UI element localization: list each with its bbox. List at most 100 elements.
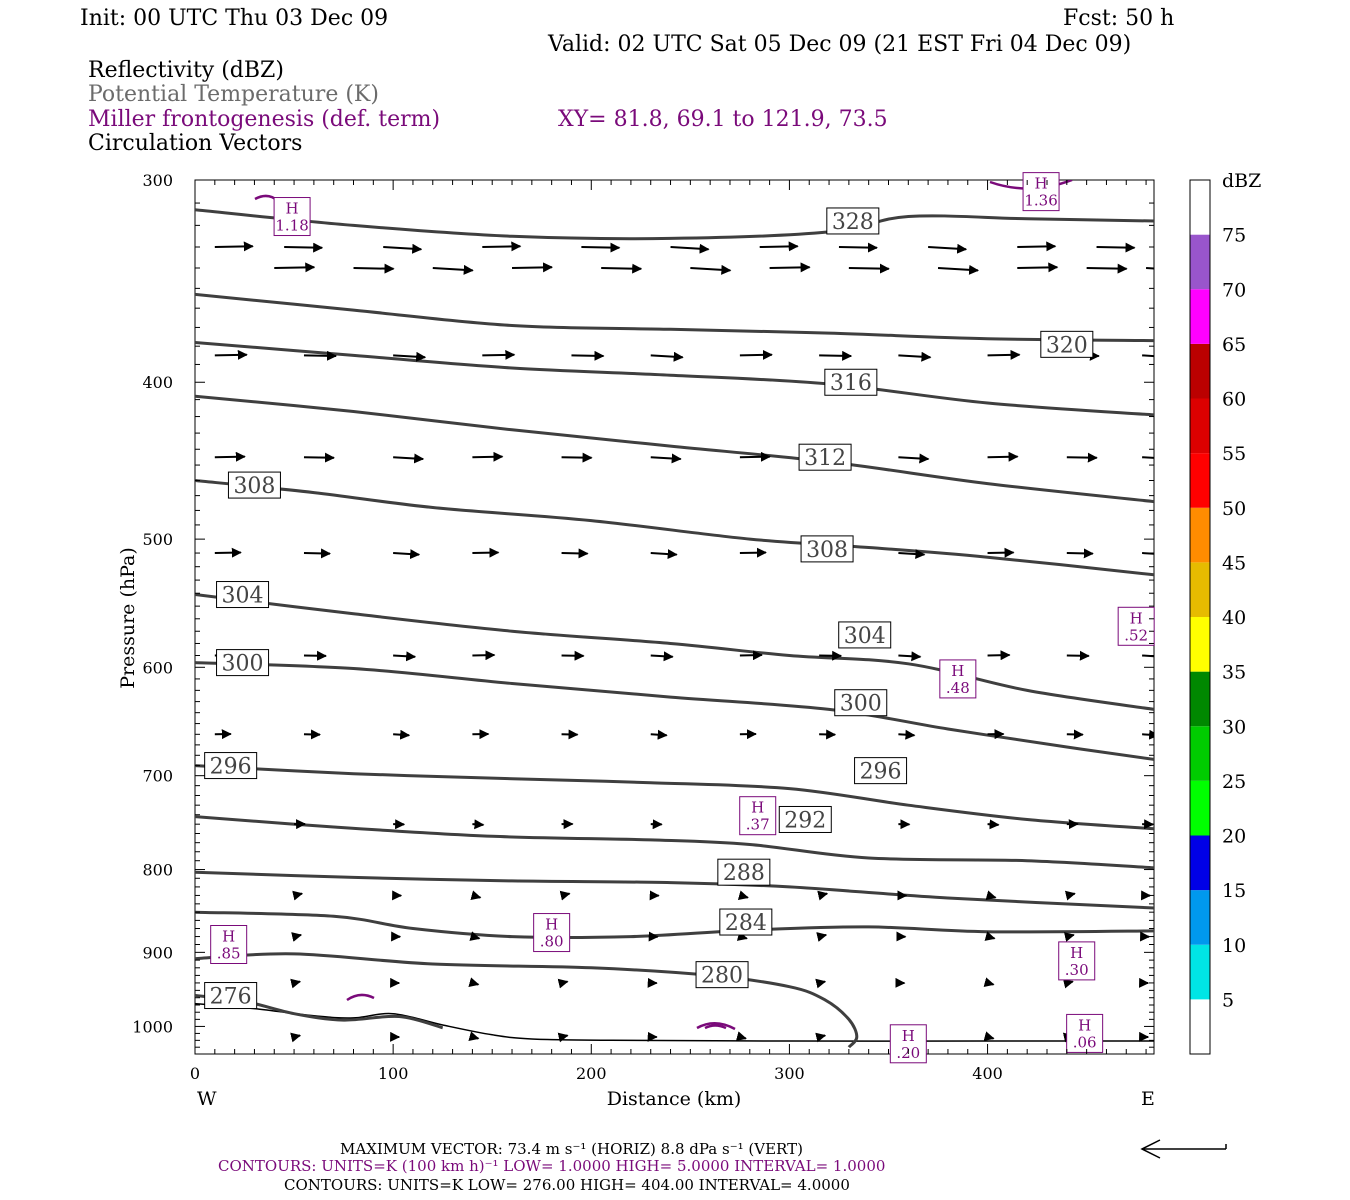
isentrope-label-box [778, 805, 832, 833]
circulation-vector [650, 651, 674, 662]
isentrope-label: 300 [840, 692, 882, 717]
colorbar-segment [1190, 234, 1210, 290]
valid-time-label: Valid: 02 UTC Sat 05 Dec 09 (21 EST Fri … [547, 32, 1131, 57]
circulation-vector [848, 263, 890, 274]
circulation-vector [983, 1031, 995, 1041]
y-tick-label: 300 [142, 171, 173, 190]
frontogenesis-max-box [939, 659, 977, 699]
isentrope-316 [195, 341, 1154, 417]
colorbar-label: 15 [1222, 880, 1246, 902]
circulation-vector [274, 262, 316, 273]
circulation-vector [468, 977, 480, 988]
circulation-vector [1086, 263, 1128, 274]
y-tick-label: 1000 [132, 1017, 173, 1036]
x-tick-label: 0 [190, 1064, 200, 1083]
isentrope-300 [195, 661, 1154, 761]
isentrope-label-box [719, 908, 773, 936]
x-tick-label: 200 [576, 1064, 607, 1083]
frontogenesis-max-value: .30 [1065, 961, 1089, 979]
x-tick-label: 100 [378, 1064, 409, 1083]
frontogenesis-contour [696, 1022, 736, 1031]
circulation-vector [1066, 452, 1098, 463]
x-axis: 0 100 200 300 400 [190, 180, 1147, 1083]
colorbar-segment [1190, 562, 1210, 617]
frontogenesis-max-value: 1.36 [1024, 192, 1057, 210]
frontogenesis-max-box [1022, 172, 1060, 212]
frontogenesis-max-box [533, 913, 571, 953]
colorbar-label: 40 [1222, 607, 1246, 629]
colorbar-segment [1190, 671, 1210, 727]
isentrope-320 [195, 292, 1154, 343]
circulation-vector [393, 729, 411, 740]
circulation-vector [838, 242, 878, 253]
colorbar-label: 55 [1222, 443, 1246, 465]
circulation-vector [735, 1031, 747, 1041]
circulation-vector [984, 931, 996, 941]
isentrope-label-box [838, 621, 892, 649]
isentrope-312 [195, 394, 1154, 504]
colorbar-segment [1190, 289, 1210, 344]
isentrope-label: 284 [725, 911, 767, 936]
circulation-vector [985, 890, 997, 901]
circulation-vector [214, 451, 246, 462]
colorbar-label: 65 [1222, 334, 1246, 356]
isentrope-284 [195, 910, 1154, 939]
colorbar-segment [1190, 507, 1210, 563]
circulation-vector [1066, 548, 1094, 559]
circulation-vector [571, 350, 605, 361]
isentrope-label-box [824, 368, 878, 396]
circulation-vector [214, 241, 254, 252]
y-tick-label: 400 [142, 373, 173, 392]
colorbar-label: 70 [1222, 279, 1246, 301]
circulation-vector [561, 452, 593, 463]
circulation-vector [512, 262, 554, 273]
fronto-contour-info: CONTOURS: UNITS=K (100 km h)⁻¹ LOW= 1.00… [218, 1157, 885, 1175]
circulation-vector [816, 932, 828, 942]
circulation-vector [670, 243, 710, 254]
colorbar-segment [1190, 780, 1210, 836]
y-axis-title: Pressure (hPa) [117, 547, 139, 689]
isentrope-label-box [1040, 330, 1094, 358]
circulation-vector [432, 264, 474, 275]
isentrope-label: 304 [844, 624, 886, 649]
isentrope-label-box [800, 535, 854, 563]
isentrope-label: 296 [210, 755, 252, 780]
circulation-vector [303, 350, 337, 361]
circulation-vector [898, 729, 916, 740]
colorbar-segment [1190, 999, 1210, 1054]
circulation-vector [769, 262, 811, 273]
isentrope-label: 304 [222, 584, 264, 609]
isentrope-label: 280 [701, 964, 743, 989]
isentrope-label-box [204, 982, 258, 1010]
isentrope-label-box [854, 757, 908, 785]
x-tick-label: 400 [972, 1064, 1003, 1083]
circulation-vector [987, 547, 1015, 558]
isentrope-label-box [227, 471, 281, 499]
circulation-vector [650, 351, 684, 362]
y-tick-label: 600 [142, 658, 173, 677]
circulation-vector [561, 548, 589, 559]
isentrope-288 [195, 870, 1154, 910]
circulation-vector [1142, 456, 1154, 459]
circulation-vector [383, 243, 423, 254]
frontogenesis-max-value: .06 [1073, 1033, 1097, 1051]
colorbar-label: 10 [1222, 935, 1246, 957]
frontogenesis-max-value: .48 [946, 679, 970, 697]
circulation-vector [987, 819, 1000, 830]
isentrope-lines [195, 208, 1154, 1049]
isentrope-label: 292 [784, 808, 826, 833]
circulation-vector [815, 1032, 827, 1043]
frontogenesis-max-box [889, 1024, 927, 1064]
frontogenesis-max-value: 1.18 [275, 217, 308, 235]
colorbar-label: 25 [1222, 771, 1246, 793]
colorbar-label: 60 [1222, 389, 1246, 411]
colorbar-segment [1190, 180, 1210, 235]
frontogenesis-max-value: .37 [746, 816, 770, 834]
circulation-vector [1142, 552, 1154, 555]
colorbar-segment [1190, 343, 1210, 399]
isentrope-label: 312 [804, 446, 846, 471]
frontogenesis-max-label: H [222, 928, 235, 946]
circulation-vector [290, 1032, 302, 1043]
colorbar-segment [1190, 453, 1210, 508]
